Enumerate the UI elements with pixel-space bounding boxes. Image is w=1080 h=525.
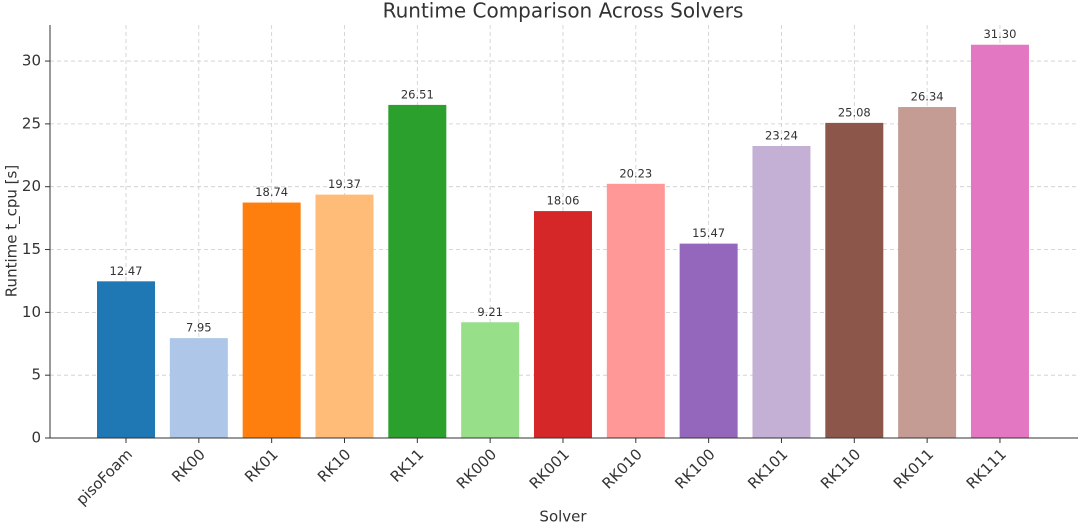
chart-title: Runtime Comparison Across Solvers (383, 0, 744, 23)
value-label: 12.47 (110, 264, 143, 278)
bar (679, 243, 738, 438)
x-tick-label: RK101 (744, 445, 791, 492)
bar (970, 44, 1029, 438)
value-label: 7.95 (186, 321, 212, 335)
value-label: 26.34 (911, 90, 944, 104)
value-label: 19.37 (328, 177, 361, 191)
x-axis-label: Solver (539, 508, 587, 525)
y-tick-label: 20 (22, 177, 41, 195)
bar (315, 194, 374, 438)
y-axis-label: Runtime t_cpu [s] (3, 165, 22, 297)
x-tick-label: pisoFoam (73, 445, 136, 508)
bar (461, 322, 520, 438)
bar (242, 202, 301, 438)
x-tick-label: RK000 (453, 445, 500, 492)
bar (606, 183, 665, 438)
value-label: 25.08 (838, 105, 871, 119)
bar (533, 211, 592, 438)
x-tick-label: RK10 (314, 445, 355, 486)
value-label: 31.30 (983, 27, 1016, 41)
x-tick-label: RK110 (817, 445, 864, 492)
x-tick-label: RK01 (241, 445, 282, 486)
x-tick-label: RK11 (387, 445, 428, 486)
bar (825, 122, 884, 439)
value-label: 18.06 (547, 194, 580, 208)
value-label: 15.47 (692, 226, 725, 240)
value-label: 20.23 (619, 166, 652, 180)
bar (169, 338, 228, 438)
bar (97, 281, 155, 438)
value-label: 9.21 (477, 305, 503, 319)
y-tick-label: 25 (22, 114, 41, 132)
x-tick-label: RK001 (526, 445, 573, 492)
bar (898, 107, 957, 439)
x-tick-label: RK011 (890, 445, 937, 492)
value-label: 18.74 (255, 185, 288, 199)
y-tick-label: 5 (31, 366, 41, 384)
x-tick-label: RK100 (671, 445, 718, 492)
y-tick-label: 30 (22, 52, 41, 70)
y-tick-label: 15 (22, 240, 41, 258)
x-tick-label: RK00 (168, 445, 209, 486)
x-tick-label: RK010 (599, 445, 646, 492)
bar (752, 145, 811, 438)
y-tick-label: 10 (22, 303, 41, 321)
bar (388, 104, 447, 438)
x-tick-label: RK111 (963, 445, 1010, 492)
y-tick-label: 0 (31, 429, 41, 447)
value-label: 26.51 (401, 87, 434, 101)
value-label: 23.24 (765, 128, 798, 142)
